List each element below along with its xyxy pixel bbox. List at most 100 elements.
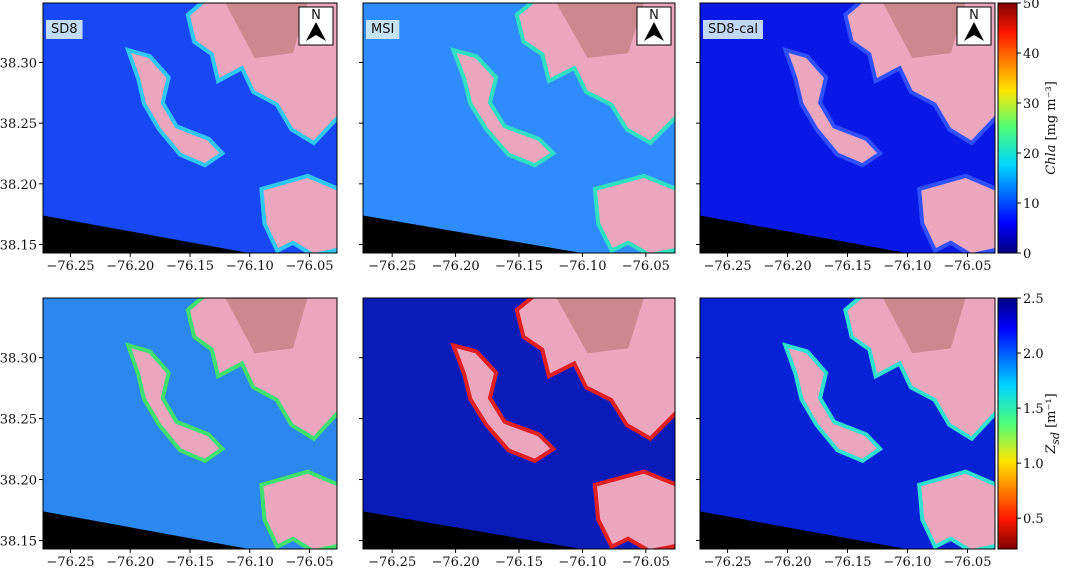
x-tick-label: −76.05 <box>622 555 670 569</box>
x-tick-label: −76.25 <box>368 555 416 569</box>
land <box>921 473 995 549</box>
x-tick-label: −76.25 <box>704 259 752 274</box>
x-tick-label: −76.20 <box>432 259 480 274</box>
y-tick-label: 38.20 <box>0 178 37 193</box>
land <box>921 178 995 253</box>
x-tick-label: −76.20 <box>106 259 154 274</box>
north-arrow <box>306 22 326 41</box>
imagery <box>43 298 337 549</box>
x-tick-label: −76.10 <box>226 259 274 274</box>
y-tick-label: 38.30 <box>0 352 37 367</box>
x-tick-label: −76.05 <box>943 259 991 274</box>
x-tick-label: −76.10 <box>558 259 606 274</box>
x-tick-label: −76.10 <box>883 259 931 274</box>
panel-label-bg <box>46 20 83 39</box>
land <box>456 53 551 163</box>
colorbar-unit: [m⁻¹] <box>1044 393 1059 428</box>
y-tick-label: 38.15 <box>0 534 37 549</box>
panel-label-bg <box>366 20 400 39</box>
land-texture <box>882 3 966 58</box>
colorbar-tick-label: 0.5 <box>1023 512 1044 527</box>
panel-label: MSI <box>371 22 394 37</box>
x-tick-label: −76.20 <box>763 259 811 274</box>
x-tick-label: −76.20 <box>432 555 480 569</box>
colorbar-label: Chla [mg m⁻³] <box>1044 81 1059 175</box>
land <box>847 298 995 437</box>
north-arrow <box>964 22 984 41</box>
x-tick-label: −76.05 <box>285 555 333 569</box>
map-panel: −76.25 −76.20 −76.15 −76.10 −76.05 MSI N <box>359 2 676 274</box>
land <box>131 53 220 163</box>
colorbar-tick-label: 40 <box>1023 47 1040 62</box>
colorbar-tick-label: 0 <box>1023 247 1031 262</box>
colorbar <box>997 2 1018 254</box>
north-label: N <box>649 8 659 23</box>
y-tick-label: 38.25 <box>0 413 37 428</box>
x-tick-label: −76.15 <box>823 259 871 274</box>
imagery <box>700 3 995 253</box>
colorbar-symbol: Z <box>1044 444 1059 455</box>
colorbar-tick-label: 2.0 <box>1023 347 1044 362</box>
imagery <box>363 298 675 549</box>
y-tick-label: 38.20 <box>0 474 37 489</box>
colorbar-tick-label: 2.5 <box>1023 292 1044 307</box>
x-tick-label: −76.25 <box>46 555 94 569</box>
x-tick-label: −76.10 <box>558 555 606 569</box>
map-panel: −76.25 −76.20 −76.15 −76.10 −76.05 38.15 38.20… <box>0 2 338 274</box>
land <box>788 348 877 459</box>
land-texture <box>225 3 308 58</box>
y-tick-label: 38.15 <box>0 239 37 254</box>
north-label: N <box>969 8 979 23</box>
x-tick-label: −76.15 <box>823 555 871 569</box>
x-tick-label: −76.10 <box>883 555 931 569</box>
land <box>190 298 337 437</box>
colorbar-tick-label: 20 <box>1023 147 1040 162</box>
panel-label: SD8-cal <box>708 22 758 37</box>
colorbar <box>997 297 1018 550</box>
panel-label-bg <box>703 20 763 39</box>
x-tick-label: −76.15 <box>495 259 543 274</box>
colorbar-tick-label: 1.0 <box>1023 457 1044 472</box>
colorbar-tick-label: 1.5 <box>1023 402 1044 417</box>
imagery <box>363 3 675 253</box>
land <box>263 178 337 253</box>
x-tick-label: −76.25 <box>368 259 416 274</box>
x-tick-label: −76.10 <box>226 555 274 569</box>
x-tick-label: −76.20 <box>106 555 154 569</box>
land <box>519 298 675 437</box>
land <box>597 178 675 253</box>
land-texture <box>225 298 308 354</box>
map-panel: −76.25 −76.20 −76.15 −76.10 −76.05 SD8-cal N <box>696 2 996 274</box>
colorbar-unit: [mg m⁻³] <box>1044 81 1059 140</box>
y-tick-label: 38.30 <box>0 56 37 71</box>
map-panel: −76.25 −76.20 −76.15 −76.10 −76.05 <box>696 297 996 570</box>
x-tick-label: −76.25 <box>704 555 752 569</box>
colorbar-subscript: sd <box>1049 432 1062 445</box>
x-tick-label: −76.15 <box>166 259 214 274</box>
land <box>263 473 337 549</box>
x-tick-label: −76.05 <box>622 259 670 274</box>
colorbar-tick-label: 30 <box>1023 97 1040 112</box>
land <box>788 53 877 163</box>
land <box>131 348 220 459</box>
x-tick-label: −76.15 <box>166 555 214 569</box>
land-texture <box>556 298 644 354</box>
y-tick-label: 38.25 <box>0 117 37 132</box>
x-tick-label: −76.05 <box>285 259 333 274</box>
land-texture <box>556 3 644 58</box>
colorbar-tick-label: 10 <box>1023 197 1040 212</box>
imagery <box>43 3 337 253</box>
land <box>519 3 675 141</box>
x-tick-label: −76.20 <box>763 555 811 569</box>
map-panel: −76.25 −76.20 −76.15 −76.10 −76.05 38.15 38.20… <box>0 297 338 570</box>
land <box>456 348 551 459</box>
x-tick-label: −76.25 <box>46 259 94 274</box>
north-label: N <box>311 8 321 23</box>
colorbar-symbol: Chla <box>1044 145 1059 175</box>
x-tick-label: −76.15 <box>495 555 543 569</box>
land <box>597 473 675 549</box>
colorbar-label: Zsd [m⁻¹] <box>1044 393 1062 454</box>
north-arrow <box>644 22 664 41</box>
imagery <box>700 298 995 549</box>
